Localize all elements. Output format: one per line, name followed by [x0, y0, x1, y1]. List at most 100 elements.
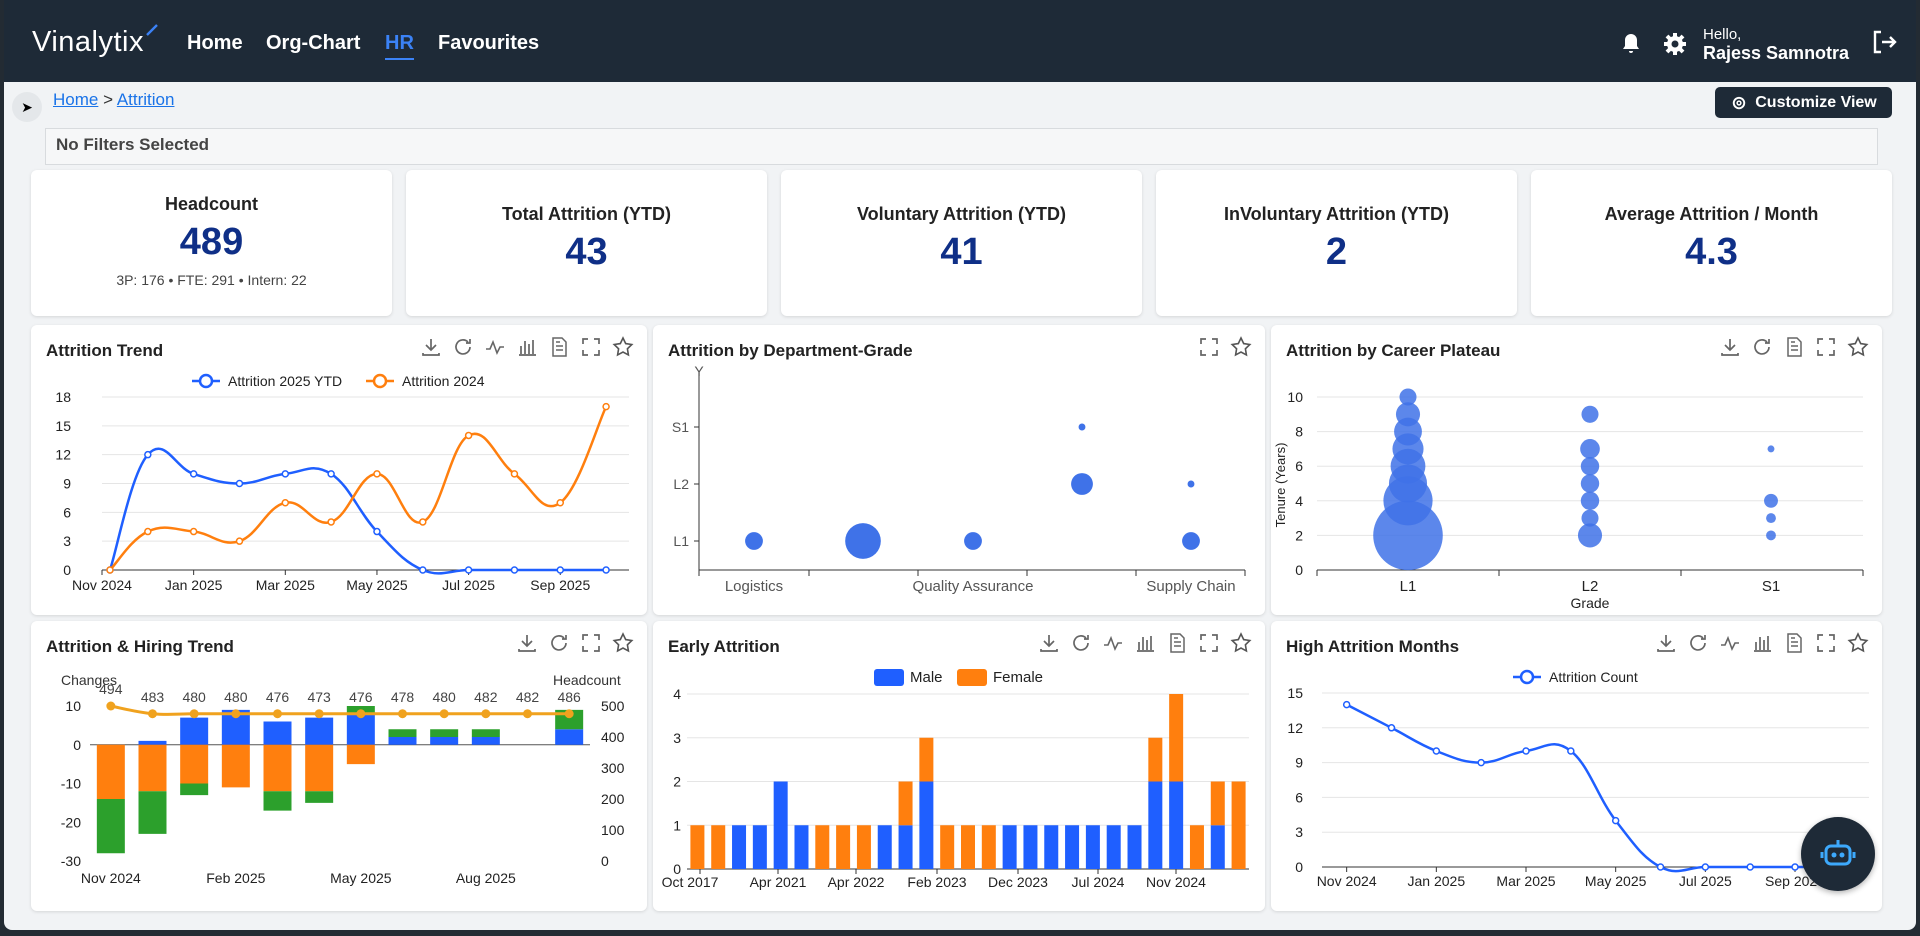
bar-female: [815, 825, 830, 869]
data-point: [1342, 700, 1351, 709]
favourite-star-icon[interactable]: [1229, 335, 1253, 359]
line-chart-icon[interactable]: [1101, 631, 1125, 655]
bubble: [1766, 513, 1776, 524]
bubble: [1580, 474, 1600, 493]
breadcrumb-home[interactable]: Home: [53, 90, 99, 109]
favourite-star-icon[interactable]: [1229, 631, 1253, 655]
y2-tick-label: 500: [601, 698, 625, 714]
y-tick-label: 0: [1295, 859, 1303, 875]
y-tick-label: -10: [61, 776, 81, 792]
bar-chart-icon[interactable]: [1133, 631, 1157, 655]
bar-male: [1127, 825, 1142, 869]
fullscreen-icon[interactable]: [1197, 335, 1221, 359]
y-tick-label: 6: [1295, 458, 1303, 474]
kpi-involuntary-attrition: InVoluntary Attrition (YTD) 2: [1156, 170, 1517, 316]
x-tick-label: Jan 2025: [1408, 873, 1466, 889]
customize-view-button[interactable]: Customize View: [1715, 87, 1892, 118]
headcount-point: [314, 709, 324, 719]
headcount-point: [398, 709, 407, 719]
refresh-icon[interactable]: [1750, 335, 1774, 359]
download-icon[interactable]: [1654, 631, 1678, 655]
chatbot-icon[interactable]: [1801, 817, 1875, 891]
headcount-point: [273, 709, 282, 719]
headcount-point: [481, 709, 491, 719]
logout-icon[interactable]: [1870, 28, 1898, 61]
breadcrumb-attrition[interactable]: Attrition: [116, 90, 175, 109]
brand-logo[interactable]: Vinalytix: [32, 24, 158, 59]
y-tick-label: 15: [55, 418, 71, 434]
favourite-star-icon[interactable]: [1846, 631, 1870, 655]
kpi-title: InVoluntary Attrition (YTD): [1224, 204, 1449, 224]
line-chart-icon[interactable]: [1718, 631, 1742, 655]
sidebar-toggle-icon[interactable]: ➤: [12, 92, 42, 122]
bar-male: [794, 825, 809, 869]
nav-home[interactable]: Home: [187, 32, 243, 54]
attrition-trend-card: 0 3 6 9 12 15 18 Nov 2024 Jan 2025 Mar 2025 May 20…: [31, 325, 647, 615]
filters-text: No Filters Selected: [56, 135, 210, 154]
fullscreen-icon[interactable]: [1814, 631, 1838, 655]
gear-icon[interactable]: [1663, 32, 1687, 61]
download-icon[interactable]: [1037, 631, 1061, 655]
gear-icon: [1733, 96, 1746, 109]
data-view-icon[interactable]: [1782, 335, 1806, 359]
nav-org-chart[interactable]: Org-Chart: [266, 32, 361, 54]
x-tick-label: Apr 2021: [750, 874, 807, 890]
data-view-icon[interactable]: [1165, 631, 1189, 655]
favourite-star-icon[interactable]: [611, 335, 635, 359]
x-tick-label: Supply Chain: [1146, 578, 1235, 595]
kpi-voluntary-attrition: Voluntary Attrition (YTD) 41: [781, 170, 1142, 316]
bar-chart-icon[interactable]: [515, 335, 539, 359]
legend-swatch: [198, 373, 214, 389]
bar-female: [961, 825, 975, 869]
refresh-icon[interactable]: [1686, 631, 1710, 655]
bar-chart-icon[interactable]: [1750, 631, 1774, 655]
bell-icon[interactable]: [1619, 32, 1643, 61]
data-label: 478: [391, 689, 415, 705]
bar-hires: [388, 737, 417, 745]
x-tick-label: May 2025: [1585, 873, 1647, 889]
fullscreen-icon[interactable]: [579, 631, 603, 655]
data-point: [327, 470, 335, 478]
refresh-icon[interactable]: [547, 631, 571, 655]
chart-toolbar: [1197, 335, 1253, 359]
fullscreen-icon[interactable]: [1814, 335, 1838, 359]
data-point: [556, 566, 565, 574]
bar-attrition: [96, 744, 125, 799]
data-point: [419, 518, 427, 526]
y-tick-label: L2: [673, 476, 689, 492]
refresh-icon[interactable]: [451, 335, 475, 359]
refresh-icon[interactable]: [1069, 631, 1093, 655]
data-point: [373, 527, 381, 536]
bar-female: [1189, 825, 1204, 869]
x-tick-label: Mar 2025: [256, 577, 315, 593]
nav-hr[interactable]: HR: [385, 32, 414, 60]
filters-bar[interactable]: No Filters Selected: [45, 128, 1878, 165]
bar-female: [1210, 781, 1225, 826]
bar-hires: [430, 737, 459, 745]
download-icon[interactable]: [1718, 335, 1742, 359]
bar-hires: [346, 713, 375, 745]
favourite-star-icon[interactable]: [1846, 335, 1870, 359]
x-tick-label: L1: [1400, 578, 1417, 595]
y-tick-label: 9: [1295, 755, 1303, 771]
x-tick-label: Dec 2023: [988, 874, 1048, 890]
data-view-icon[interactable]: [1782, 631, 1806, 655]
data-point: [1477, 758, 1485, 767]
data-point: [189, 527, 198, 536]
fullscreen-icon[interactable]: [579, 335, 603, 359]
x-tick-label: Jan 2025: [165, 577, 223, 593]
bar-female: [1231, 781, 1246, 869]
favourite-star-icon[interactable]: [611, 631, 635, 655]
bubble: [1580, 439, 1600, 459]
download-icon[interactable]: [419, 335, 443, 359]
bar-hires: [263, 721, 292, 745]
data-view-icon[interactable]: [547, 335, 571, 359]
line-chart-icon[interactable]: [483, 335, 507, 359]
legend-swatch: [874, 669, 904, 686]
bar-female: [690, 825, 705, 869]
download-icon[interactable]: [515, 631, 539, 655]
bar-female: [1148, 737, 1163, 782]
fullscreen-icon[interactable]: [1197, 631, 1221, 655]
nav-favourites[interactable]: Favourites: [438, 32, 540, 54]
kpi-value: 4.3: [1685, 231, 1738, 273]
